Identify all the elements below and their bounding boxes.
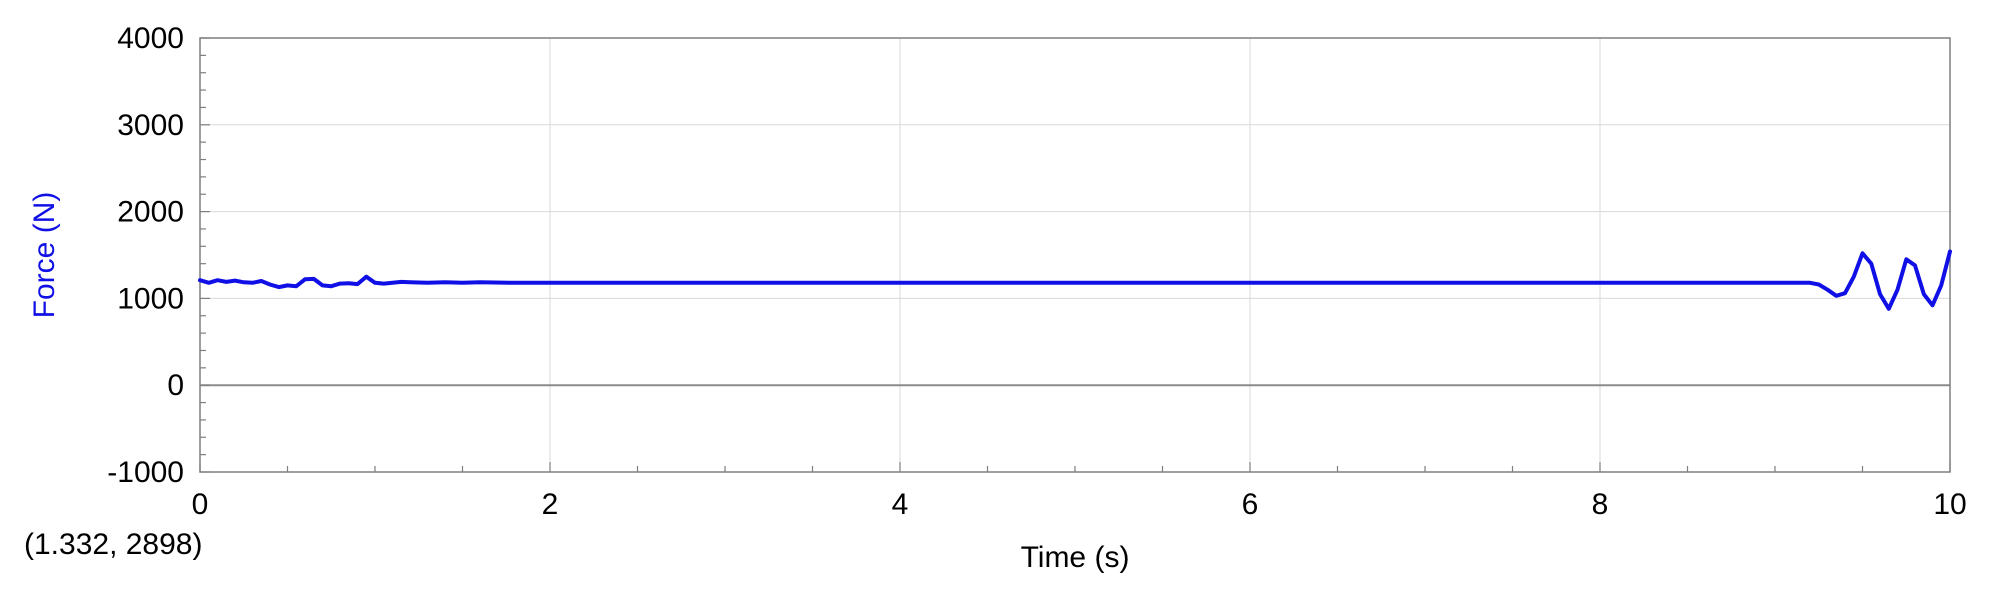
y-tick-labels: 4000 3000 2000 1000 0 -1000 [107,22,184,489]
x-axis-title: Time (s) [1021,541,1130,574]
y-tick-label: -1000 [107,456,184,489]
y-tick-label: 3000 [117,109,184,142]
coordinate-readout: (1.332, 2898) [24,528,203,561]
x-tick-label: 6 [1242,488,1259,521]
y-tick-label: 0 [167,369,184,402]
vertical-gridlines [549,38,1601,472]
plot-area [200,38,1950,472]
x-tick-label: 10 [1933,488,1966,521]
y-axis-title: Force (N) [28,192,61,319]
force-series-line [198,249,1952,311]
y-tick-label: 1000 [117,282,184,315]
x-tick-labels: 0 2 4 6 8 10 [192,488,1967,521]
minor-ticks [199,37,1951,473]
x-tick-label: 8 [1592,488,1609,521]
y-tick-label: 4000 [117,22,184,55]
y-tick-label: 2000 [117,196,184,229]
x-tick-label: 2 [542,488,559,521]
x-tick-label: 0 [192,488,209,521]
x-tick-label: 4 [892,488,909,521]
